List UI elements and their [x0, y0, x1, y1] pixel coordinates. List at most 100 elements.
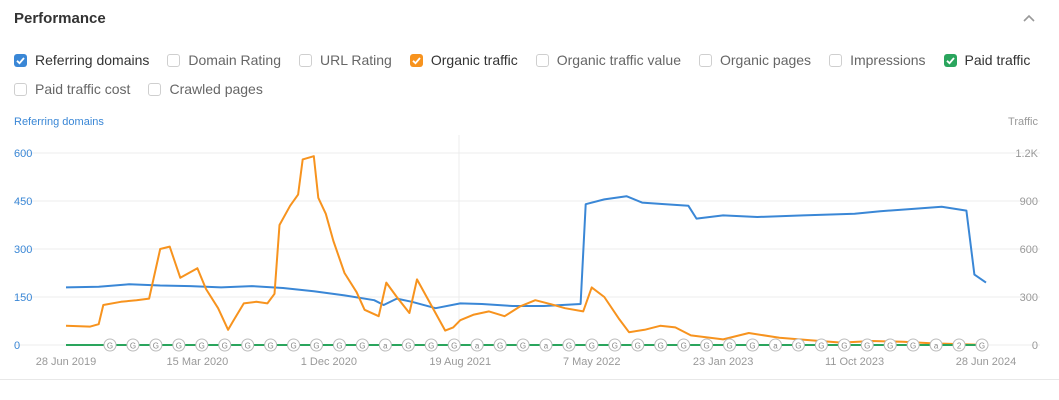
- annotation-label: G: [979, 342, 985, 351]
- annotation-marker: [103, 338, 117, 352]
- annotation-marker: [631, 338, 645, 352]
- annotation-label: G: [795, 342, 801, 351]
- annotation-label: G: [704, 342, 710, 351]
- annotation-marker: [700, 338, 714, 352]
- checkbox-crawled-pages[interactable]: Crawled pages: [148, 81, 263, 97]
- right-tick-label: 900: [1020, 196, 1038, 208]
- checkbox-organic-traffic[interactable]: Organic traffic: [409, 52, 518, 68]
- annotation-marker: [883, 338, 897, 352]
- chart-svg: Referring domains Traffic 600 1.2K 450 900 300…: [14, 116, 1040, 368]
- checkbox-label: Organic pages: [720, 52, 812, 68]
- annotation-label: a: [544, 342, 549, 351]
- checkbox-row: Paid traffic cost Crawled pages: [14, 79, 1044, 99]
- left-tick-label: 0: [14, 340, 20, 352]
- checkbox-domain-rating[interactable]: Domain Rating: [167, 52, 281, 68]
- annotation-marker: [424, 338, 438, 352]
- checkbox-label: Organic traffic: [430, 52, 518, 68]
- annotation-label: G: [222, 342, 228, 351]
- checkbox-paid-traffic-cost[interactable]: Paid traffic cost: [14, 81, 130, 97]
- x-tick-label: 23 Jan 2023: [693, 356, 754, 368]
- annotation-label: G: [268, 342, 274, 351]
- annotation-marker: [791, 338, 805, 352]
- annotation-marker: [172, 338, 186, 352]
- checkbox-url-rating[interactable]: URL Rating: [299, 52, 392, 68]
- left-tick-label: 600: [14, 148, 32, 160]
- checkbox-row: Referring domains Domain Rating URL Rating…: [14, 50, 1044, 70]
- panel-title: Performance: [14, 10, 106, 27]
- checkbox-checked-icon: [14, 53, 27, 67]
- metric-checkboxes: Referring domains Domain Rating URL Rating…: [14, 50, 1044, 108]
- annotation-label: G: [887, 342, 893, 351]
- annotation-marker: [218, 338, 232, 352]
- annotation-marker: [264, 338, 278, 352]
- annotation-label: G: [130, 342, 136, 351]
- annotation-marker: [539, 338, 553, 352]
- annotation-marker: [287, 338, 301, 352]
- annotation-label: a: [773, 342, 778, 351]
- x-tick-label: 19 Aug 2021: [429, 356, 491, 368]
- annotation-label: G: [726, 342, 732, 351]
- collapse-chevron-up-icon[interactable]: [1020, 10, 1038, 28]
- annotation-marker: [975, 338, 989, 352]
- checkbox-checked-icon: [409, 53, 423, 67]
- annotation-label: a: [475, 342, 480, 351]
- checkbox-label: Paid traffic cost: [35, 81, 131, 97]
- annotation-marker: [814, 338, 828, 352]
- checkbox-impressions[interactable]: Impressions: [829, 52, 926, 68]
- annotation-marker: [378, 338, 392, 352]
- annotation-label: G: [428, 342, 434, 351]
- annotation-label: G: [107, 342, 113, 351]
- annotation-label: G: [841, 342, 847, 351]
- annotation-marker: [952, 338, 966, 352]
- annotation-label: G: [290, 342, 296, 351]
- annotation-marker: [470, 338, 484, 352]
- annotation-marker: [149, 338, 163, 352]
- annotation-label: G: [681, 342, 687, 351]
- annotation-label: G: [405, 342, 411, 351]
- checkbox-checked-icon: [943, 53, 957, 67]
- annotation-label: G: [910, 342, 916, 351]
- checkbox-unchecked-icon: [829, 53, 843, 67]
- x-tick-label: 7 May 2022: [563, 356, 620, 368]
- annotation-label: G: [336, 342, 342, 351]
- annotation-label: G: [818, 342, 824, 351]
- annotation-label: G: [313, 342, 319, 351]
- checkbox-organic-pages[interactable]: Organic pages: [699, 52, 811, 68]
- annotation-label: G: [245, 342, 251, 351]
- annotation-marker: [310, 338, 324, 352]
- x-tick-label: 1 Dec 2020: [301, 356, 357, 368]
- right-tick-label: 0: [1032, 340, 1038, 352]
- performance-chart: Referring domains Traffic 600 1.2K 450 900 300…: [0, 110, 1059, 375]
- checkbox-unchecked-icon: [299, 53, 312, 67]
- checkbox-label: Crawled pages: [169, 81, 263, 97]
- annotation-marker: [906, 338, 920, 352]
- annotation-label: G: [520, 342, 526, 351]
- annotation-marker: [654, 338, 668, 352]
- checkbox-label: Organic traffic value: [556, 52, 681, 68]
- checkbox-unchecked-icon: [14, 82, 27, 96]
- annotation-marker: [493, 338, 507, 352]
- x-tick-label: 11 Oct 2023: [825, 356, 884, 368]
- left-tick-label: 150: [14, 292, 32, 304]
- annotation-marker: [929, 338, 943, 352]
- annotation-label: G: [199, 342, 205, 351]
- checkbox-label: URL Rating: [320, 52, 392, 68]
- annotation-marker: [768, 338, 782, 352]
- checkbox-paid-traffic[interactable]: Paid traffic: [943, 52, 1030, 68]
- annotation-marker: [837, 338, 851, 352]
- annotation-label: G: [864, 342, 870, 351]
- annotation-marker: [126, 338, 140, 352]
- x-tick-label: 28 Jun 2024: [956, 356, 1017, 368]
- divider: [0, 379, 1059, 380]
- checkbox-referring-domains[interactable]: Referring domains: [14, 52, 149, 68]
- checkbox-unchecked-icon: [535, 53, 549, 67]
- annotation-label: G: [658, 342, 664, 351]
- x-tick-label: 28 Jun 2019: [36, 356, 97, 368]
- x-tick-label: 15 Mar 2020: [167, 356, 229, 368]
- annotation-label: G: [451, 342, 457, 351]
- annotation-label: a: [934, 342, 939, 351]
- checkbox-organic-traffic-value[interactable]: Organic traffic value: [535, 52, 681, 68]
- left-tick-label: 300: [14, 244, 32, 256]
- annotation-marker: [355, 338, 369, 352]
